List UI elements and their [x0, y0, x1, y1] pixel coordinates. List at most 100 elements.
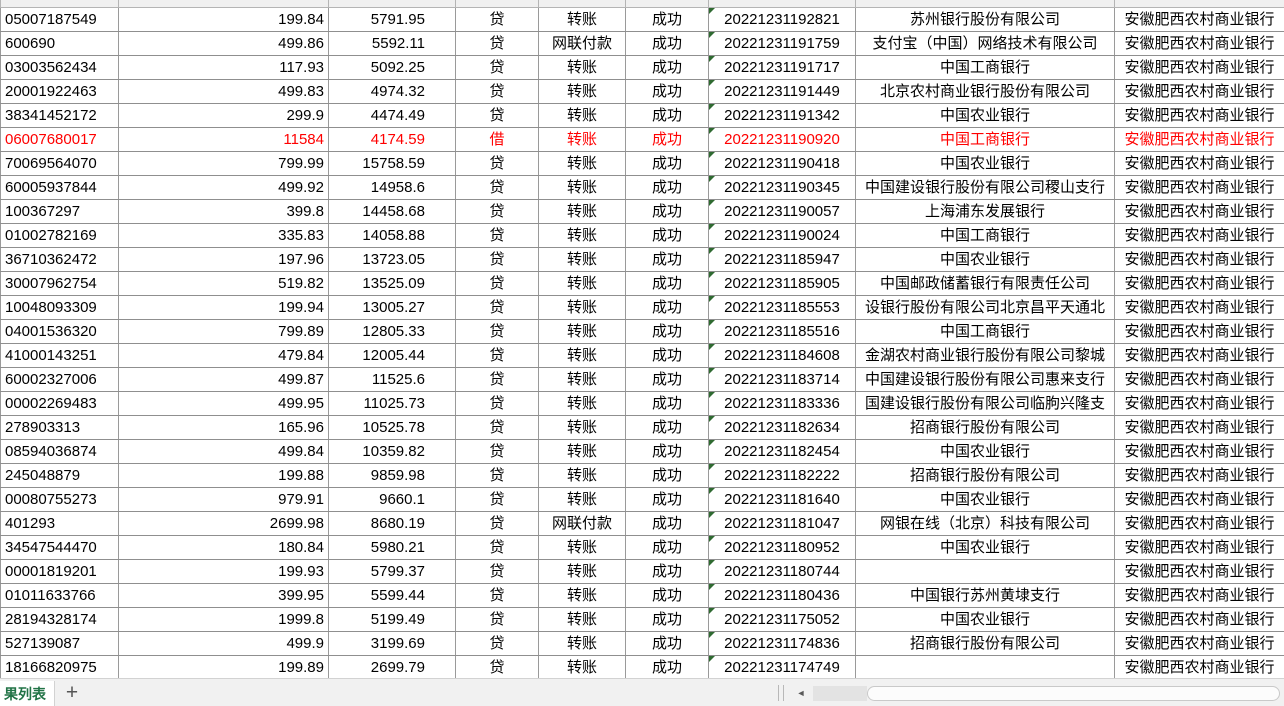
cell-transaction-type[interactable]: 转账	[538, 103, 626, 128]
cell-counterparty[interactable]: 中国农业银行	[855, 439, 1115, 464]
cell-transaction-type[interactable]: 转账	[538, 559, 626, 584]
column-header-amount[interactable]: E	[118, 0, 329, 8]
sheet-tab-strip[interactable]: 果列表 +	[0, 679, 89, 706]
cell-timestamp[interactable]: 20221231185553	[708, 295, 856, 320]
cell-bank[interactable]: 安徽肥西农村商业银行	[1114, 199, 1284, 224]
cell-timestamp[interactable]: 20221231191759	[708, 31, 856, 56]
cell-counterparty[interactable]: 中国工商银行	[855, 223, 1115, 248]
cell-debit-credit[interactable]: 贷	[455, 583, 539, 608]
cell-transaction-type[interactable]: 转账	[538, 391, 626, 416]
cell-status[interactable]: 成功	[625, 175, 709, 200]
cell-debit-credit[interactable]: 贷	[455, 31, 539, 56]
cell-bank[interactable]: 安徽肥西农村商业银行	[1114, 175, 1284, 200]
cell-transaction-type[interactable]: 转账	[538, 607, 626, 632]
cell-debit-credit[interactable]: 贷	[455, 631, 539, 656]
cell-timestamp[interactable]: 20221231183714	[708, 367, 856, 392]
cell-bank[interactable]: 安徽肥西农村商业银行	[1114, 79, 1284, 104]
cell-balance[interactable]: 14058.88	[328, 223, 456, 248]
cell-debit-credit[interactable]: 贷	[455, 655, 539, 678]
cell-amount[interactable]: 199.88	[118, 463, 329, 488]
cell-bank[interactable]: 安徽肥西农村商业银行	[1114, 583, 1284, 608]
cell-status[interactable]: 成功	[625, 655, 709, 678]
cell-bank[interactable]: 安徽肥西农村商业银行	[1114, 535, 1284, 560]
cell-status[interactable]: 成功	[625, 343, 709, 368]
cell-amount[interactable]: 399.8	[118, 199, 329, 224]
cell-counterparty[interactable]: 中国建设银行股份有限公司稷山支行	[855, 175, 1115, 200]
cell-account[interactable]: 41000143251	[0, 343, 119, 368]
cell-account[interactable]: 01002782169	[0, 223, 119, 248]
table-row[interactable]: 70069564070 799.99 15758.59 贷转账 成功 2022123119…	[0, 151, 1284, 176]
cell-counterparty[interactable]	[855, 655, 1115, 678]
cell-bank[interactable]: 安徽肥西农村商业银行	[1114, 631, 1284, 656]
cell-account[interactable]: 01011633766	[0, 583, 119, 608]
cell-debit-credit[interactable]: 贷	[455, 535, 539, 560]
table-row[interactable]: 06007680017 11584 4174.59 借转账 成功 202212311909…	[0, 127, 1284, 152]
cell-debit-credit[interactable]: 贷	[455, 487, 539, 512]
cell-transaction-type[interactable]: 转账	[538, 7, 626, 32]
cell-amount[interactable]: 519.82	[118, 271, 329, 296]
cell-balance[interactable]: 9660.1	[328, 487, 456, 512]
cell-transaction-type[interactable]: 转账	[538, 487, 626, 512]
cell-account[interactable]: 100367297	[0, 199, 119, 224]
cell-account[interactable]: 18166820975	[0, 655, 119, 678]
table-row[interactable]: 100367297 399.8 14458.68 贷转账 成功 2022123119005…	[0, 199, 1284, 224]
table-row[interactable]: 04001536320 799.89 12805.33 贷转账 成功 2022123118…	[0, 319, 1284, 344]
cell-amount[interactable]: 165.96	[118, 415, 329, 440]
cell-status[interactable]: 成功	[625, 559, 709, 584]
cell-balance[interactable]: 13723.05	[328, 247, 456, 272]
cell-bank[interactable]: 安徽肥西农村商业银行	[1114, 607, 1284, 632]
table-row[interactable]: 05007187549 199.84 5791.95 贷转账 成功 20221231192…	[0, 7, 1284, 32]
cell-timestamp[interactable]: 20221231182222	[708, 463, 856, 488]
cell-debit-credit[interactable]: 贷	[455, 295, 539, 320]
cell-debit-credit[interactable]: 贷	[455, 223, 539, 248]
table-row[interactable]: 527139087 499.9 3199.69 贷转账 成功 20221231174836…	[0, 631, 1284, 656]
cell-bank[interactable]: 安徽肥西农村商业银行	[1114, 247, 1284, 272]
cell-status[interactable]: 成功	[625, 79, 709, 104]
split-handle[interactable]	[778, 685, 784, 701]
cell-balance[interactable]: 3199.69	[328, 631, 456, 656]
cell-status[interactable]: 成功	[625, 223, 709, 248]
cell-counterparty[interactable]: 中国农业银行	[855, 607, 1115, 632]
cell-account[interactable]: 20001922463	[0, 79, 119, 104]
cell-amount[interactable]: 117.93	[118, 55, 329, 80]
cell-amount[interactable]: 199.93	[118, 559, 329, 584]
cell-account[interactable]: 06007680017	[0, 127, 119, 152]
cell-counterparty[interactable]: 招商银行股份有限公司	[855, 631, 1115, 656]
cell-counterparty[interactable]: 支付宝（中国）网络技术有限公司	[855, 31, 1115, 56]
cell-status[interactable]: 成功	[625, 367, 709, 392]
cell-amount[interactable]: 299.9	[118, 103, 329, 128]
cell-debit-credit[interactable]: 贷	[455, 55, 539, 80]
cell-timestamp[interactable]: 20221231185905	[708, 271, 856, 296]
cell-counterparty[interactable]: 中国农业银行	[855, 487, 1115, 512]
cell-account[interactable]: 60005937844	[0, 175, 119, 200]
cell-transaction-type[interactable]: 转账	[538, 151, 626, 176]
cell-account[interactable]: 10048093309	[0, 295, 119, 320]
cell-transaction-type[interactable]: 转账	[538, 535, 626, 560]
cell-transaction-type[interactable]: 转账	[538, 223, 626, 248]
cell-bank[interactable]: 安徽肥西农村商业银行	[1114, 463, 1284, 488]
column-header-type[interactable]: H	[538, 0, 626, 8]
cell-transaction-type[interactable]: 转账	[538, 415, 626, 440]
cell-status[interactable]: 成功	[625, 271, 709, 296]
cell-timestamp[interactable]: 20221231190345	[708, 175, 856, 200]
column-header-row[interactable]: D E F G H I J K L	[0, 0, 1284, 8]
cell-balance[interactable]: 15758.59	[328, 151, 456, 176]
cell-account[interactable]: 08594036874	[0, 439, 119, 464]
cell-amount[interactable]: 2699.98	[118, 511, 329, 536]
cell-bank[interactable]: 安徽肥西农村商业银行	[1114, 31, 1284, 56]
cell-counterparty[interactable]: 苏州银行股份有限公司	[855, 7, 1115, 32]
cell-balance[interactable]: 5599.44	[328, 583, 456, 608]
cell-amount[interactable]: 199.89	[118, 655, 329, 678]
cell-balance[interactable]: 11525.6	[328, 367, 456, 392]
cell-amount[interactable]: 199.94	[118, 295, 329, 320]
cell-account[interactable]: 60002327006	[0, 367, 119, 392]
cell-timestamp[interactable]: 20221231190024	[708, 223, 856, 248]
cell-amount[interactable]: 499.92	[118, 175, 329, 200]
cell-timestamp[interactable]: 20221231180744	[708, 559, 856, 584]
cell-transaction-type[interactable]: 转账	[538, 631, 626, 656]
cell-counterparty[interactable]: 中国工商银行	[855, 319, 1115, 344]
cell-balance[interactable]: 13005.27	[328, 295, 456, 320]
cell-account[interactable]: 38341452172	[0, 103, 119, 128]
cell-debit-credit[interactable]: 贷	[455, 271, 539, 296]
cell-timestamp[interactable]: 20221231191449	[708, 79, 856, 104]
